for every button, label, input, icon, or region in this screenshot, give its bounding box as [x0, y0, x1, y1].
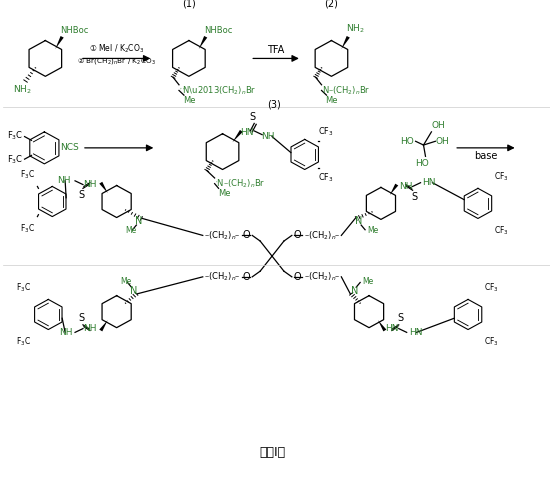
Text: O: O — [243, 272, 251, 282]
Text: NH$_2$: NH$_2$ — [13, 84, 32, 96]
Text: NHBoc: NHBoc — [60, 26, 88, 35]
Text: HN: HN — [385, 324, 398, 333]
Text: –(CH$_2$)$_n$–: –(CH$_2$)$_n$– — [204, 229, 241, 241]
Text: –(CH$_2$)$_n$–: –(CH$_2$)$_n$– — [304, 229, 341, 241]
Polygon shape — [232, 130, 243, 142]
Text: CF$_3$: CF$_3$ — [317, 172, 333, 184]
Text: S: S — [249, 111, 255, 121]
Text: S: S — [78, 313, 84, 323]
Text: NH: NH — [399, 182, 412, 191]
Text: TFA: TFA — [268, 45, 285, 55]
Polygon shape — [341, 36, 350, 49]
Polygon shape — [55, 36, 64, 49]
Text: S: S — [411, 192, 418, 202]
Text: Me: Me — [367, 226, 378, 235]
Text: O: O — [243, 230, 251, 241]
Text: (1): (1) — [182, 0, 196, 9]
Polygon shape — [199, 36, 207, 49]
Text: S: S — [78, 190, 84, 200]
Text: F$_3$C: F$_3$C — [20, 222, 35, 235]
Text: F$_3$C: F$_3$C — [17, 281, 32, 294]
Polygon shape — [100, 182, 108, 193]
Text: S: S — [398, 313, 404, 323]
Text: NH: NH — [60, 328, 73, 337]
Text: $^,$$^,$$\!\!$N\u2013(CH$_2$)$_n$Br: $^,$$^,$$\!\!$N\u2013(CH$_2$)$_n$Br — [179, 85, 257, 97]
Text: F$_3$C: F$_3$C — [17, 335, 32, 348]
Text: O: O — [294, 230, 301, 241]
Text: Me: Me — [218, 189, 231, 198]
Text: NH: NH — [261, 132, 275, 141]
Text: 式（I）: 式（I） — [259, 445, 285, 458]
Text: CF$_3$: CF$_3$ — [494, 224, 509, 237]
Text: NH: NH — [84, 180, 97, 189]
Text: N: N — [356, 216, 363, 226]
Text: NH: NH — [84, 324, 97, 333]
Polygon shape — [100, 320, 108, 332]
Text: $^,$$\!$N–(CH$_2$)$_n$Br: $^,$$\!$N–(CH$_2$)$_n$Br — [215, 178, 265, 190]
Text: (3): (3) — [267, 100, 281, 109]
Text: OH: OH — [435, 137, 449, 146]
Text: ② Br(CH$_2$)$_n$Br / K$_2$CO$_3$: ② Br(CH$_2$)$_n$Br / K$_2$CO$_3$ — [77, 56, 156, 66]
Text: NHBoc: NHBoc — [204, 26, 232, 35]
Text: Me: Me — [120, 277, 131, 286]
Text: NCS: NCS — [60, 143, 79, 152]
Text: O: O — [294, 272, 301, 282]
Text: Me: Me — [362, 277, 373, 286]
Text: HO: HO — [416, 159, 429, 168]
Text: F$_3$C: F$_3$C — [7, 154, 23, 166]
Polygon shape — [390, 184, 398, 195]
Text: NH: NH — [58, 176, 71, 185]
Text: ① MeI / K$_2$CO$_3$: ① MeI / K$_2$CO$_3$ — [89, 43, 144, 55]
Text: N–(CH$_2$)$_n$Br: N–(CH$_2$)$_n$Br — [321, 85, 370, 97]
Text: F$_3$C: F$_3$C — [20, 168, 35, 181]
Text: –(CH$_2$)$_n$–: –(CH$_2$)$_n$– — [304, 270, 341, 283]
Text: Me: Me — [183, 96, 195, 105]
Text: Me: Me — [326, 96, 338, 105]
Text: HN: HN — [241, 128, 254, 137]
Text: CF$_3$: CF$_3$ — [317, 125, 333, 137]
Text: HO: HO — [400, 137, 414, 146]
Text: CF$_3$: CF$_3$ — [494, 170, 509, 183]
Text: N: N — [130, 286, 137, 296]
Text: CF$_3$: CF$_3$ — [484, 281, 499, 294]
Text: N: N — [135, 216, 142, 226]
Text: OH: OH — [431, 121, 445, 130]
Text: Me: Me — [125, 226, 136, 235]
Text: N: N — [351, 286, 358, 296]
Text: base: base — [474, 151, 498, 161]
Polygon shape — [378, 320, 387, 332]
Text: F$_3$C: F$_3$C — [7, 129, 23, 142]
Text: HN: HN — [422, 178, 436, 187]
Text: HN: HN — [409, 328, 422, 337]
Text: (2): (2) — [325, 0, 338, 9]
Text: NH$_2$: NH$_2$ — [346, 22, 365, 35]
Text: –(CH$_2$)$_n$–: –(CH$_2$)$_n$– — [204, 270, 241, 283]
Text: CF$_3$: CF$_3$ — [484, 335, 499, 348]
